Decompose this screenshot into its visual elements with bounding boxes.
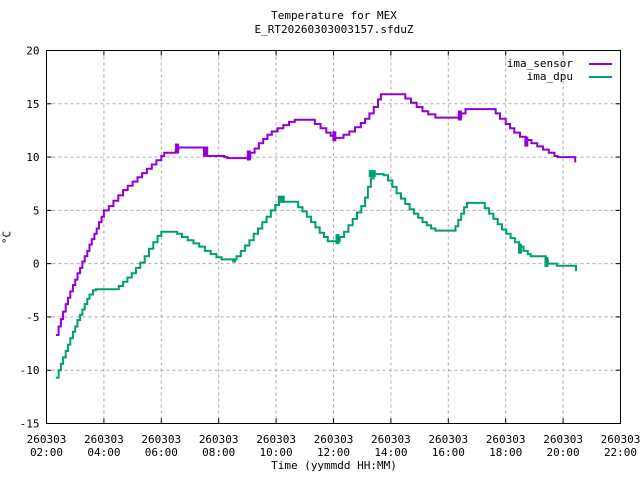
x-tick-label-time: 22:00 bbox=[604, 446, 637, 459]
x-tick-label-date: 260303 bbox=[486, 433, 526, 446]
y-tick-label: 0 bbox=[33, 258, 40, 271]
series-line-ima_dpu bbox=[56, 173, 577, 379]
y-tick-label: -5 bbox=[26, 311, 39, 324]
legend-item-ima-sensor: ima_sensor bbox=[507, 57, 612, 70]
x-tick-label-date: 260303 bbox=[543, 433, 583, 446]
x-tick-label-date: 260303 bbox=[84, 433, 124, 446]
series-emphasis-ima_sensor bbox=[332, 131, 337, 142]
x-tick-label-time: 02:00 bbox=[30, 446, 63, 459]
x-tick-label-date: 260303 bbox=[371, 433, 411, 446]
chart-subtitle: E_RT20260303003157.sfduZ bbox=[254, 23, 414, 36]
x-tick-label-date: 260303 bbox=[141, 433, 181, 446]
series-marker-ima_dpu bbox=[368, 170, 376, 178]
x-tick-label-time: 16:00 bbox=[432, 446, 465, 459]
series-marker-ima_dpu bbox=[277, 195, 285, 203]
y-tick-label: -10 bbox=[20, 364, 40, 377]
y-tick-label: -15 bbox=[20, 418, 40, 431]
series-line-ima_sensor bbox=[56, 93, 577, 336]
x-tick-label-time: 08:00 bbox=[202, 446, 235, 459]
x-tick-label-time: 20:00 bbox=[547, 446, 580, 459]
series-emphasis-ima_dpu bbox=[544, 257, 549, 268]
legend-line-sample-ima-sensor bbox=[589, 62, 612, 65]
y-axis-label: °C bbox=[0, 230, 14, 245]
series-emphasis-ima_dpu bbox=[518, 243, 523, 254]
x-tick-label-time: 04:00 bbox=[87, 446, 120, 459]
x-tick-label-date: 260303 bbox=[27, 433, 67, 446]
legend-label-ima-sensor: ima_sensor bbox=[506, 57, 573, 70]
x-axis-label: Time (yymmdd HH:MM) bbox=[271, 459, 397, 472]
series-emphasis-ima_dpu bbox=[335, 234, 340, 245]
x-tick-label-time: 14:00 bbox=[374, 446, 407, 459]
x-tick-label-date: 260303 bbox=[314, 433, 354, 446]
legend-line-sample-ima-dpu bbox=[589, 75, 612, 78]
y-tick-label: 20 bbox=[26, 45, 39, 58]
y-tick-label: 5 bbox=[33, 204, 40, 217]
series-emphasis-ima_sensor bbox=[457, 110, 462, 121]
x-tick-label-time: 12:00 bbox=[317, 446, 350, 459]
legend-label-ima-dpu: ima_dpu bbox=[526, 70, 573, 83]
series-emphasis-ima_sensor bbox=[246, 150, 251, 161]
x-tick-label-date: 260303 bbox=[199, 433, 239, 446]
y-tick-label: 10 bbox=[26, 151, 39, 164]
series-emphasis-ima_sensor bbox=[202, 146, 207, 157]
x-tick-label-time: 06:00 bbox=[145, 446, 178, 459]
series-emphasis-ima_sensor bbox=[524, 136, 529, 147]
series-emphasis-ima_sensor bbox=[175, 143, 180, 154]
legend-item-ima-dpu: ima_dpu bbox=[507, 70, 612, 83]
x-tick-label-date: 260303 bbox=[428, 433, 468, 446]
x-tick-label-date: 260303 bbox=[601, 433, 640, 446]
x-tick-label-time: 18:00 bbox=[489, 446, 522, 459]
legend: ima_sensor ima_dpu bbox=[507, 57, 612, 83]
y-tick-label: 15 bbox=[26, 98, 39, 111]
x-tick-label-time: 10:00 bbox=[260, 446, 293, 459]
x-tick-label-date: 260303 bbox=[256, 433, 296, 446]
chart-title: Temperature for MEX bbox=[271, 9, 397, 22]
